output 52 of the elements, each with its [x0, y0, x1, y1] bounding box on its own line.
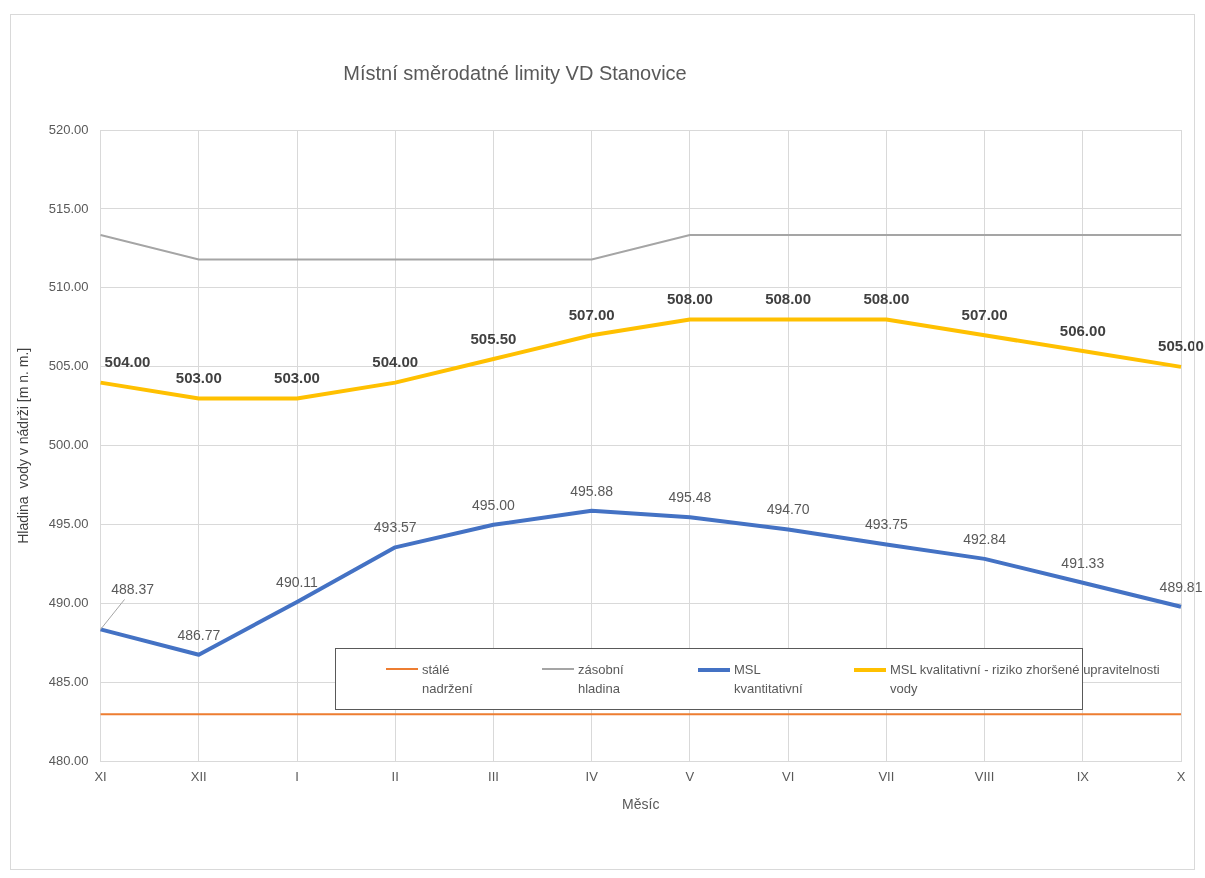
data-label: 507.00	[961, 305, 1008, 323]
x-tick-label: III	[488, 768, 499, 784]
data-label: 493.57	[373, 519, 417, 536]
data-label: 491.33	[1061, 554, 1105, 571]
y-tick-label: 495.00	[48, 516, 89, 532]
data-label: 488.37	[111, 581, 155, 598]
data-label: 503.00	[175, 369, 222, 387]
x-tick-label: II	[391, 768, 399, 784]
data-label: 504.00	[372, 353, 419, 371]
data-label: 493.75	[864, 516, 908, 533]
data-label: 507.00	[568, 305, 615, 323]
x-tick-label: IV	[585, 768, 599, 784]
x-tick-label: X	[1176, 768, 1186, 784]
legend-label: MSL kvalitativní - riziko zhoršené upravitelnosti vody	[890, 661, 1161, 698]
data-label: 495.00	[472, 496, 516, 513]
legend-label: MSL kvantitativní	[734, 661, 804, 698]
y-tick-label: 485.00	[48, 674, 89, 690]
data-label: 506.00	[1059, 321, 1106, 339]
data-label: 494.70	[766, 501, 810, 518]
y-tick-label: 500.00	[48, 437, 89, 453]
legend-label: zásobní hladina	[578, 661, 625, 698]
data-label: 504.00	[104, 353, 151, 371]
data-label: 508.00	[863, 290, 910, 308]
x-tick-label: VII	[878, 768, 895, 784]
x-tick-label: V	[685, 768, 695, 784]
y-tick-label: 515.00	[48, 200, 89, 216]
x-tick-label: VIII	[974, 768, 995, 784]
y-tick-label: 510.00	[48, 279, 89, 295]
x-tick-label: I	[295, 768, 299, 784]
x-tick-label: VI	[781, 768, 795, 784]
data-label: 505.50	[470, 329, 517, 347]
data-label: 495.88	[570, 482, 614, 499]
y-tick-label: 480.00	[48, 753, 89, 769]
chart-title: Místní směrodatné limity VD Stanovice	[342, 62, 688, 85]
legend-label: stálé nadržení	[422, 661, 474, 698]
y-tick-label: 520.00	[48, 121, 89, 137]
y-tick-label: 505.00	[48, 358, 89, 374]
data-label: 503.00	[274, 369, 320, 387]
y-axis-title: Hladina vody v nádrži [m n. m.]	[15, 347, 32, 544]
x-tick-label: IX	[1076, 768, 1090, 784]
data-label: 489.81	[1159, 578, 1203, 595]
data-label: 505.00	[1158, 337, 1204, 355]
data-label: 495.48	[668, 489, 712, 506]
data-label: 508.00	[666, 290, 713, 308]
x-tick-label: XII	[190, 768, 207, 784]
y-tick-label: 490.00	[48, 595, 89, 611]
data-label: 492.84	[963, 530, 1007, 547]
data-label: 508.00	[765, 290, 812, 308]
x-tick-label: XI	[94, 768, 107, 784]
x-axis-title: Měsíc	[622, 796, 660, 813]
data-label: 490.11	[276, 573, 319, 590]
data-label: 486.77	[177, 626, 221, 643]
